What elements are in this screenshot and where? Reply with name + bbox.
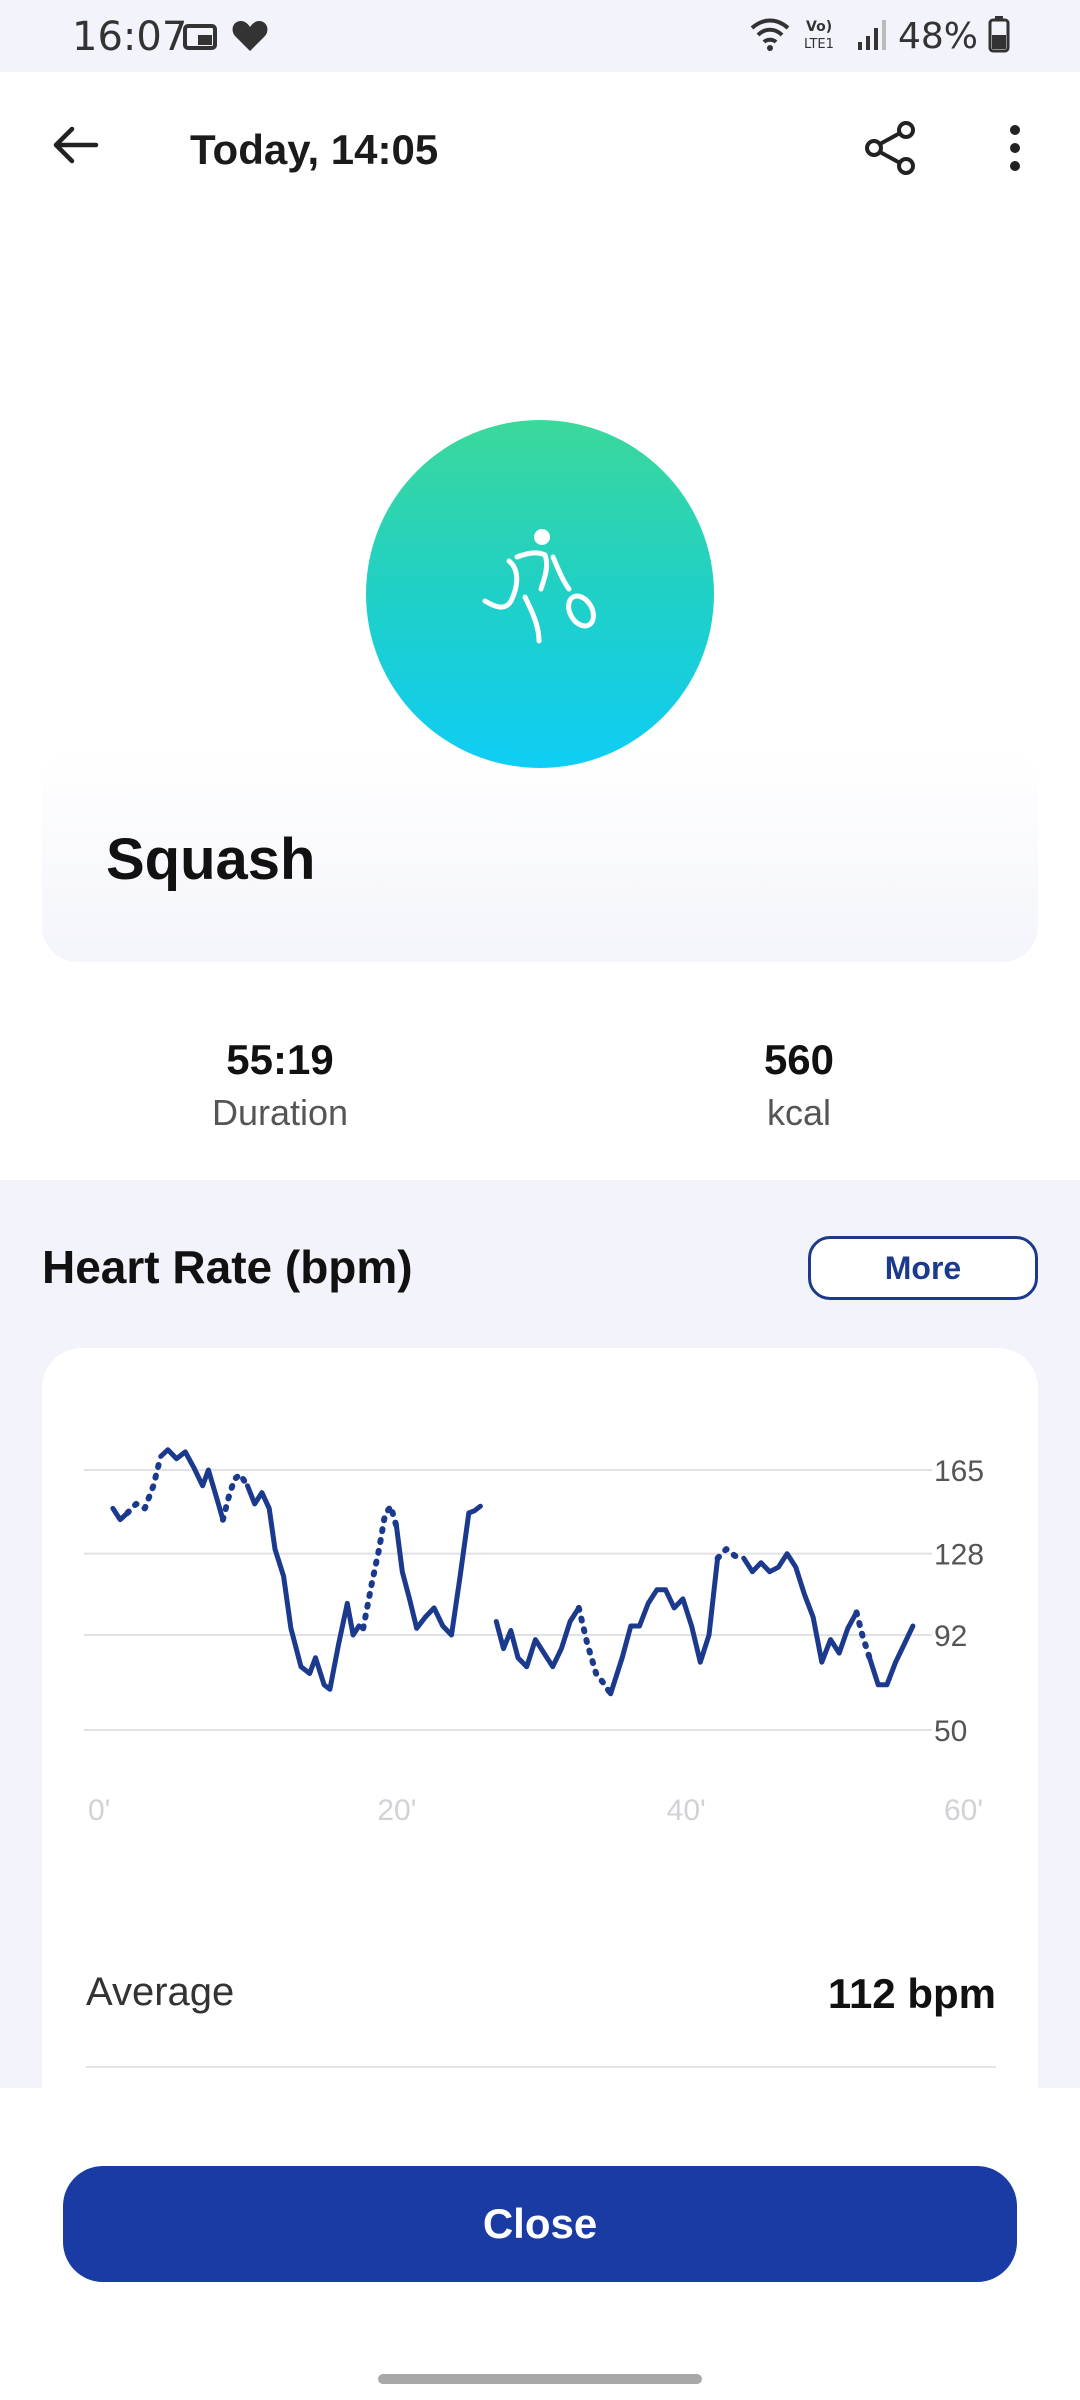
average-label: Average (86, 1970, 235, 2014)
heart-rate-title: Heart Rate (bpm) (42, 1241, 413, 1293)
status-time: 16:07 (72, 14, 188, 60)
volte-lte-icon: Vo) LTE1 (802, 14, 846, 59)
stat-duration-label: Duration (211, 1092, 349, 1133)
stat-calories: 560 kcal (619, 1036, 979, 1134)
svg-text:Vo): Vo) (806, 19, 832, 35)
heart-rate-line-estimated (360, 1503, 400, 1632)
heart-rate-line (608, 1555, 721, 1697)
battery-percent: 48% (897, 16, 978, 57)
heart-icon (230, 18, 270, 59)
stat-calories-label: kcal (766, 1092, 832, 1133)
stat-calories-value: 560 (763, 1036, 835, 1083)
heart-rate-line (493, 1605, 582, 1670)
home-indicator[interactable] (378, 2374, 702, 2384)
heart-rate-chart: 50 92 128 165 0' 20' 40' 60' (84, 1447, 984, 1827)
heart-rate-line (741, 1551, 859, 1665)
average-row: Average 112 bpm (86, 1960, 996, 2030)
chart-x-tick-label: 40' (667, 1794, 706, 1827)
heart-rate-line-estimated (219, 1471, 251, 1523)
chart-y-tick-label: 50 (934, 1715, 967, 1748)
share-icon (860, 118, 920, 183)
page-title: Today, 14:05 (190, 126, 439, 173)
heart-rate-line-estimated (124, 1453, 164, 1516)
signal-icon (856, 16, 888, 57)
chart-y-tick-label: 165 (934, 1455, 984, 1488)
svg-text:LTE1: LTE1 (804, 37, 834, 52)
activity-badge (366, 420, 714, 768)
close-button[interactable]: Close (63, 2166, 1017, 2282)
squash-player-icon (465, 517, 615, 672)
stat-duration-value: 55:19 (226, 1036, 334, 1083)
activity-card: Squash (42, 748, 1038, 962)
app-bar: Today, 14:05 (0, 72, 1080, 222)
average-value: 112 bpm (827, 1970, 996, 2017)
heart-rate-line (110, 1505, 130, 1523)
heart-rate-line (394, 1503, 483, 1638)
status-bar: 16:07 Vo) LTE1 48% (0, 0, 1080, 72)
back-button[interactable] (40, 112, 110, 182)
battery-icon (988, 15, 1010, 58)
heart-rate-line-estimated (853, 1609, 873, 1661)
wifi-icon (748, 14, 792, 59)
heart-rate-line-estimated (575, 1604, 614, 1697)
picture-in-notification-icon (182, 18, 222, 59)
more-vertical-icon (1005, 123, 1025, 178)
chart-x-tick-label: 0' (88, 1794, 110, 1827)
heart-rate-line (867, 1623, 916, 1688)
activity-name: Squash (106, 827, 316, 892)
chart-x-tick-label: 60' (944, 1794, 983, 1827)
chart-x-tick-label: 20' (377, 1794, 416, 1827)
chart-y-tick-label: 92 (934, 1620, 967, 1653)
heart-rate-line (158, 1447, 226, 1523)
divider (86, 2066, 996, 2068)
status-right-icons: Vo) LTE1 48% (748, 14, 1010, 59)
arrow-left-icon (50, 123, 100, 172)
chart-y-tick-label: 128 (934, 1539, 984, 1572)
more-options-button[interactable] (985, 110, 1045, 190)
status-notification-icons (182, 18, 270, 59)
share-button[interactable] (850, 110, 930, 190)
heart-rate-more-button[interactable]: More (808, 1236, 1038, 1300)
heart-rate-line (245, 1483, 366, 1692)
stat-duration: 55:19 Duration (100, 1036, 460, 1134)
